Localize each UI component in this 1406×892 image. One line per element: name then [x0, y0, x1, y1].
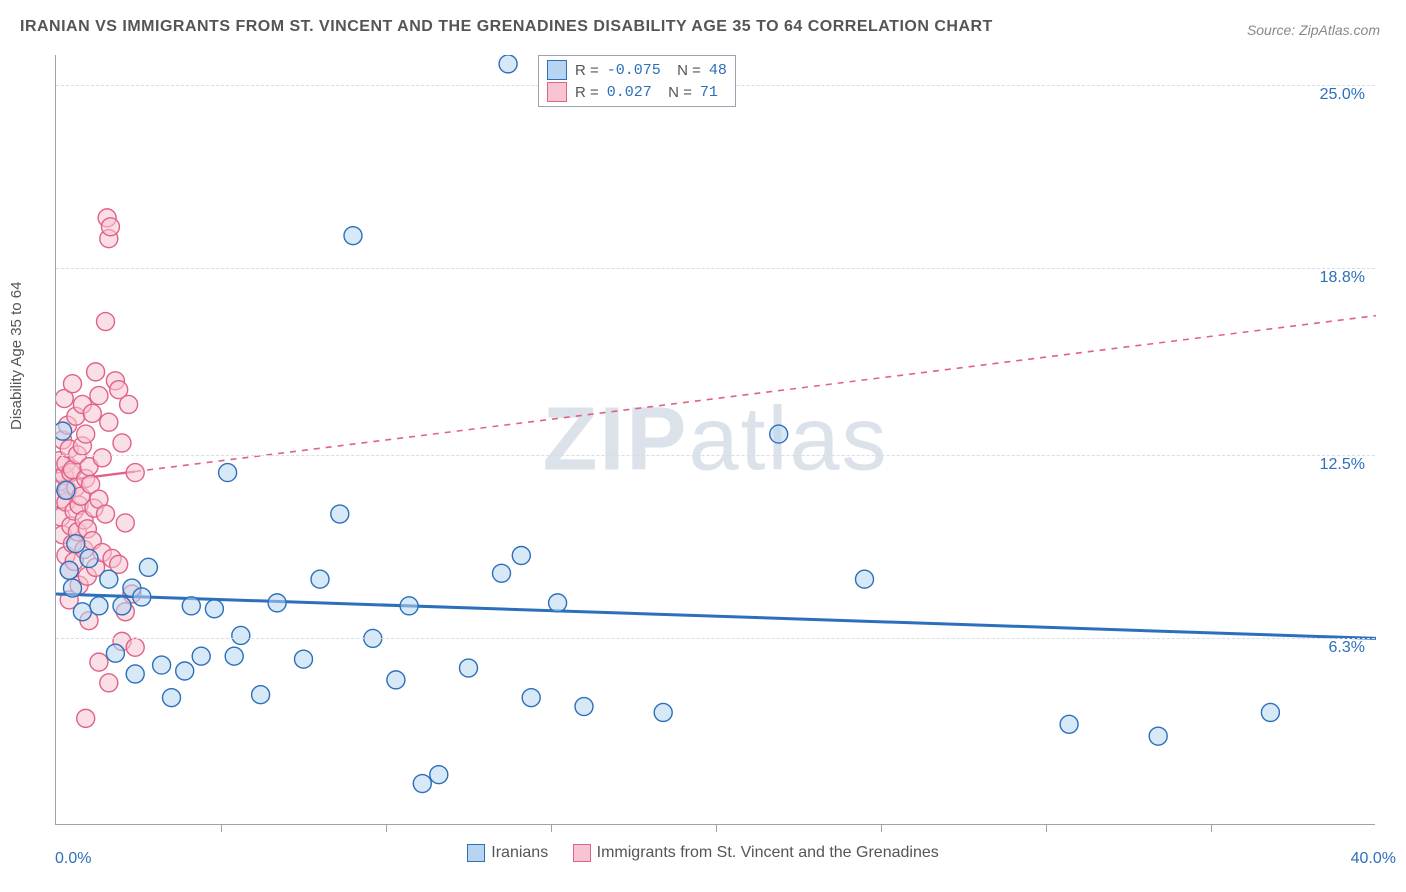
- swatch-pink-icon: [573, 844, 591, 862]
- correlation-legend: R = -0.075 N = 48 R = 0.027 N = 71: [538, 55, 736, 107]
- n-value-1: 48: [709, 62, 727, 79]
- x-tick: [881, 824, 882, 832]
- plot-area: ZIPatlas 6.3%12.5%18.8%25.0%: [55, 55, 1375, 825]
- y-axis-label: Disability Age 35 to 64: [8, 282, 25, 430]
- r-value-2: 0.027: [607, 84, 652, 101]
- y-gridline: [56, 268, 1375, 269]
- legend-label: Immigrants from St. Vincent and the Gren…: [597, 844, 939, 862]
- n-label: N =: [660, 84, 692, 101]
- r-label: R =: [575, 84, 599, 101]
- swatch-blue-icon: [467, 844, 485, 862]
- chart-svg: [56, 55, 1376, 825]
- x-tick: [716, 824, 717, 832]
- r-label: R =: [575, 62, 599, 79]
- chart-title: IRANIAN VS IMMIGRANTS FROM ST. VINCENT A…: [20, 18, 993, 36]
- x-tick: [221, 824, 222, 832]
- n-value-2: 71: [700, 84, 718, 101]
- x-tick: [1211, 824, 1212, 832]
- series-legend: Iranians Immigrants from St. Vincent and…: [0, 844, 1406, 867]
- y-grid-label: 6.3%: [1329, 639, 1365, 657]
- source-attribution: Source: ZipAtlas.com: [1247, 22, 1380, 38]
- legend-row-2: R = 0.027 N = 71: [547, 82, 727, 102]
- y-grid-label: 12.5%: [1320, 456, 1365, 474]
- y-gridline: [56, 455, 1375, 456]
- y-gridline: [56, 638, 1375, 639]
- x-tick: [551, 824, 552, 832]
- legend-item-iranians: Iranians: [467, 844, 548, 862]
- legend-item-svg: Immigrants from St. Vincent and the Gren…: [573, 844, 939, 862]
- legend-label: Iranians: [491, 844, 548, 862]
- x-tick: [1046, 824, 1047, 832]
- legend-row-1: R = -0.075 N = 48: [547, 60, 727, 80]
- x-tick: [386, 824, 387, 832]
- swatch-pink-icon: [547, 82, 567, 102]
- r-value-1: -0.075: [607, 62, 661, 79]
- n-label: N =: [669, 62, 701, 79]
- swatch-blue-icon: [547, 60, 567, 80]
- y-grid-label: 18.8%: [1320, 269, 1365, 287]
- y-grid-label: 25.0%: [1320, 86, 1365, 104]
